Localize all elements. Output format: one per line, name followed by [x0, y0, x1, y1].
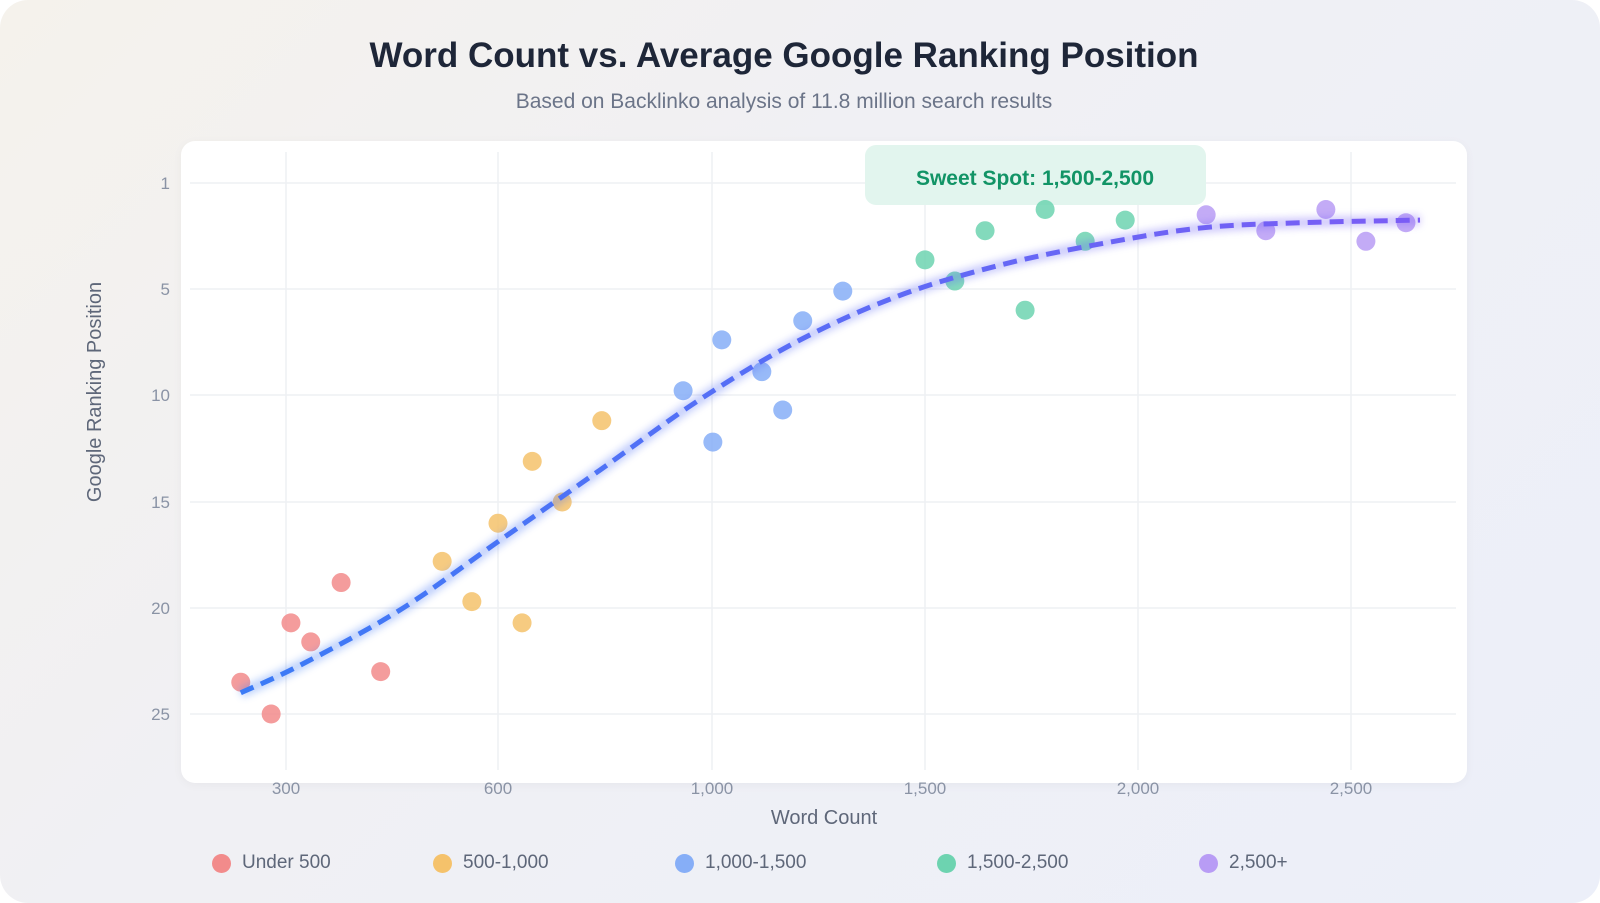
x-tick-label: 1,500	[904, 779, 947, 798]
data-point	[1316, 200, 1336, 219]
annotation-box	[865, 145, 1206, 205]
legend-item: 500-1,000	[433, 852, 675, 874]
data-point	[488, 513, 508, 533]
data-point	[371, 662, 391, 682]
data-point	[975, 221, 995, 241]
y-tick-label: 20	[151, 599, 170, 618]
data-point	[793, 311, 813, 331]
x-axis-label: Word Count	[771, 807, 878, 829]
legend-dot-icon	[212, 853, 231, 873]
y-tick-label: 10	[151, 386, 170, 405]
legend-label: 1,000-1,500	[705, 852, 807, 873]
legend-item: 2,500+	[1199, 852, 1319, 874]
data-point	[522, 451, 542, 471]
chart-subtitle: Based on Backlinko analysis of 11.8 mill…	[515, 90, 1053, 113]
data-point	[1035, 200, 1055, 219]
data-point	[673, 381, 693, 401]
legend-item: 1,000-1,500	[675, 852, 937, 874]
legend-label: 2,500+	[1229, 852, 1288, 873]
legend-label: Under 500	[242, 852, 331, 873]
x-tick-label: 600	[484, 779, 512, 798]
data-point	[773, 400, 793, 420]
data-point	[1196, 205, 1216, 225]
annotation-text: Sweet Spot: 1,500-2,500	[916, 167, 1154, 190]
plot-panel	[181, 141, 1467, 783]
legend-dot-icon	[1199, 853, 1218, 873]
y-tick-label: 15	[151, 493, 170, 512]
trendline-glow	[238, 215, 1421, 698]
data-point	[512, 613, 532, 633]
x-tick-label: 300	[272, 779, 300, 798]
legend-label: 500-1,000	[463, 852, 549, 873]
y-axis-label: Google Ranking Position	[84, 282, 106, 502]
x-tick-label: 1,000	[691, 779, 734, 798]
trendline	[239, 217, 1421, 696]
y-tick-label: 1	[161, 174, 170, 193]
legend-item: 1,500-2,500	[937, 852, 1199, 874]
sweet-spot-annotation: Sweet Spot: 1,500-2,500	[865, 145, 1206, 205]
data-point	[281, 613, 301, 633]
data-point	[915, 250, 935, 270]
data-point	[833, 281, 853, 301]
legend: Under 500 500-1,000 1,000-1,500 1,500-2,500…	[212, 852, 1319, 874]
legend-label: 1,500-2,500	[967, 852, 1069, 873]
data-point	[331, 573, 351, 593]
y-tick-label: 25	[151, 705, 170, 724]
legend-dot-icon	[937, 853, 956, 873]
legend-dot-icon	[433, 853, 452, 873]
data-point	[1356, 231, 1376, 251]
data-point	[712, 330, 732, 350]
data-point	[462, 592, 482, 612]
chart-title: Word Count vs. Average Google Ranking Po…	[369, 36, 1199, 75]
data-point	[1115, 210, 1135, 230]
data-point	[1015, 300, 1035, 320]
legend-item: Under 500	[212, 852, 433, 874]
data-point	[703, 432, 723, 452]
x-tick-label: 2,000	[1117, 779, 1160, 798]
data-point	[432, 551, 452, 571]
y-tick-label: 5	[161, 280, 170, 299]
data-point	[592, 411, 612, 431]
legend-dot-icon	[675, 853, 694, 873]
data-point	[301, 632, 321, 652]
x-tick-label: 2,500	[1330, 779, 1373, 798]
data-point	[261, 704, 281, 724]
